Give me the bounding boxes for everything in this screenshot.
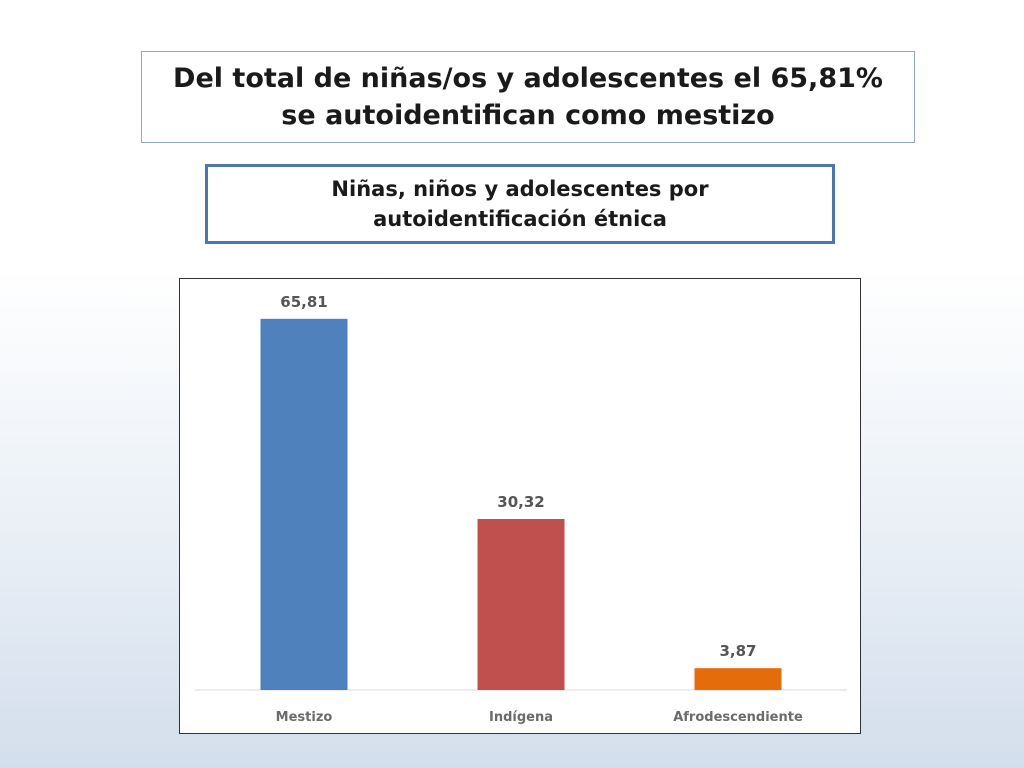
bar-mestizo: [260, 318, 348, 690]
bar-chart: 65,81 Mestizo 30,32 Indígena 3,87 Afrodescend…: [195, 293, 847, 725]
headline-box: Del total de niñas/os y adolescentes el …: [141, 51, 915, 143]
chart-frame: 65,81 Mestizo 30,32 Indígena 3,87 Afrodescend…: [179, 278, 861, 734]
bar-indígena: [477, 518, 565, 690]
category-label-afrodescendiente: Afrodescendiente: [673, 710, 803, 725]
headline-text: Del total de niñas/os y adolescentes el …: [173, 63, 883, 131]
bar-afrodescendiente: [694, 668, 782, 690]
category-label-mestizo: Mestizo: [276, 710, 333, 725]
category-label-indígena: Indígena: [489, 710, 553, 725]
data-label-mestizo: 65,81: [280, 293, 327, 311]
chart-title-box: Niñas, niños y adolescentes por autoiden…: [205, 164, 835, 244]
data-label-indígena: 30,32: [497, 493, 544, 511]
data-label-afrodescendiente: 3,87: [719, 642, 756, 660]
chart-title: Niñas, niños y adolescentes por autoiden…: [331, 177, 709, 231]
